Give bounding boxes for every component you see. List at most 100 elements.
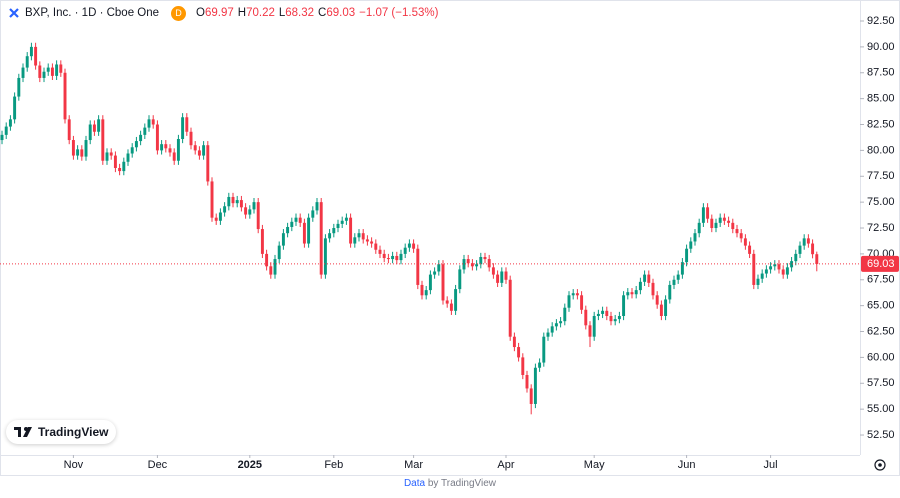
candle-body xyxy=(277,245,281,260)
candle-body xyxy=(97,119,101,132)
candle-body xyxy=(643,274,647,282)
candle-body xyxy=(147,119,151,128)
candles xyxy=(0,42,819,415)
candle-body xyxy=(227,196,231,207)
logo-text: TradingView xyxy=(38,425,109,439)
candle-body xyxy=(332,228,336,234)
candle-body xyxy=(718,217,722,223)
candle-body xyxy=(231,196,235,204)
candle-body xyxy=(130,147,134,154)
candle-body xyxy=(748,245,752,254)
legend-header: BXP, Inc. · 1D · Cboe One D O 69.97 H 70.2… xyxy=(8,5,439,21)
settings-icon[interactable] xyxy=(874,459,886,471)
candle-body xyxy=(588,325,592,337)
candle-body xyxy=(8,119,12,127)
candle-body xyxy=(244,207,248,215)
y-tick-label: 75.00 xyxy=(867,196,895,208)
candle-body xyxy=(248,209,252,215)
candle-body xyxy=(239,200,243,208)
candle-body xyxy=(496,274,500,283)
candle-body xyxy=(353,237,357,244)
symbol-title[interactable]: BXP, Inc. · 1D · Cboe One xyxy=(25,7,160,19)
candle-body xyxy=(210,181,214,218)
candle-body xyxy=(785,267,789,275)
candle-body xyxy=(428,274,432,291)
candle-body xyxy=(693,233,697,242)
candle-body xyxy=(491,267,495,275)
candle-body xyxy=(176,139,180,161)
low-value: 68.32 xyxy=(285,7,315,19)
candle-body xyxy=(601,310,605,314)
candle-body xyxy=(752,253,756,285)
candle-body xyxy=(311,210,315,218)
candle-body xyxy=(416,248,420,285)
candle-body xyxy=(164,144,168,149)
candle-body xyxy=(323,238,327,275)
candle-body xyxy=(218,212,222,221)
candle-body xyxy=(655,295,659,305)
last-price-box xyxy=(861,255,899,272)
candle-body xyxy=(17,77,21,97)
candle-body xyxy=(445,300,449,304)
x-tick-label: May xyxy=(584,459,605,471)
candle-body xyxy=(664,299,668,316)
candle-body xyxy=(756,278,760,285)
candle-body xyxy=(626,292,630,296)
candle-body xyxy=(315,202,319,211)
candle-body xyxy=(286,226,290,234)
candle-body xyxy=(407,243,411,248)
candle-body xyxy=(815,254,819,264)
candle-body xyxy=(92,124,96,132)
candle-body xyxy=(21,67,25,78)
candle-body xyxy=(437,264,441,272)
candle-body xyxy=(727,220,731,223)
footer-data-link[interactable]: Data xyxy=(403,478,426,489)
candle-body xyxy=(685,248,689,263)
candle-body xyxy=(290,221,294,227)
candle-body xyxy=(651,282,655,296)
candle-body xyxy=(122,161,126,172)
candle-body xyxy=(680,262,684,275)
candle-body xyxy=(336,223,340,229)
candle-body xyxy=(378,249,382,254)
candle-body xyxy=(67,119,71,141)
candle-body xyxy=(559,321,563,324)
candle-body xyxy=(252,202,256,210)
candle-body xyxy=(126,153,130,162)
candle-body xyxy=(424,290,428,296)
candle-body xyxy=(470,263,474,267)
tradingview-logo[interactable]: TradingView xyxy=(6,420,117,444)
candle-body xyxy=(370,241,374,244)
candle-body xyxy=(344,217,348,221)
y-tick-label: 82.50 xyxy=(867,118,895,130)
candle-body xyxy=(769,266,773,270)
y-tick-label: 72.50 xyxy=(867,222,895,234)
x-tick-label: Jul xyxy=(764,459,778,471)
settings-ring xyxy=(874,459,886,471)
candle-body xyxy=(466,259,470,264)
candle-body xyxy=(365,239,369,242)
candle-body xyxy=(617,315,621,320)
change-label: −1.07 (−1.53%) xyxy=(359,7,439,19)
candle-body xyxy=(273,259,277,275)
candle-body xyxy=(357,233,361,238)
symbol-icon xyxy=(9,8,19,18)
settings-dot xyxy=(878,463,882,467)
candle-body xyxy=(454,289,458,311)
candle-body xyxy=(214,217,218,221)
candle-body xyxy=(475,264,479,267)
y-tick-label: 62.50 xyxy=(867,325,895,337)
candle-body xyxy=(4,126,8,135)
close-value: 69.03 xyxy=(326,7,356,19)
candle-body xyxy=(563,307,567,322)
high-letter: H xyxy=(237,7,247,19)
candle-body xyxy=(517,347,521,358)
candle-body xyxy=(29,46,33,57)
candle-body xyxy=(596,313,600,316)
candle-body xyxy=(281,233,285,246)
candle-body xyxy=(706,207,710,219)
candle-body xyxy=(760,273,764,279)
candle-body xyxy=(790,261,794,268)
candle-body xyxy=(521,357,525,375)
candle-body xyxy=(265,253,269,267)
